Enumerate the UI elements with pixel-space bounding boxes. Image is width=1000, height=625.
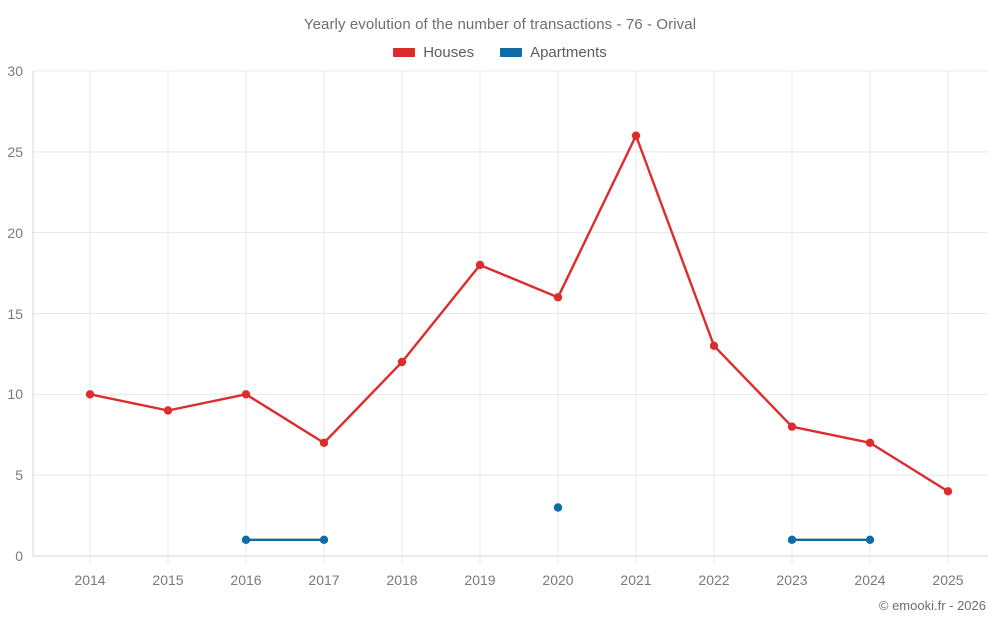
- x-axis-tick-label: 2025: [932, 572, 964, 588]
- legend-label-apartments: Apartments: [530, 44, 607, 61]
- x-axis-tick-label: 2017: [308, 572, 340, 588]
- data-point-apartments-2024[interactable]: [865, 535, 875, 545]
- legend-label-houses: Houses: [423, 44, 475, 61]
- y-axis-tick-label: 25: [7, 143, 23, 160]
- legend-swatch-icon-houses: [393, 48, 416, 57]
- data-point-houses-2025[interactable]: [943, 487, 953, 496]
- x-axis-tick-label: 2021: [620, 572, 652, 588]
- x-axis-tick-label: 2015: [152, 572, 184, 588]
- data-point-houses-2020[interactable]: [553, 293, 563, 302]
- data-point-houses-2024[interactable]: [865, 438, 875, 448]
- x-axis-tick-label: 2018: [386, 572, 418, 588]
- data-point-houses-2019[interactable]: [475, 260, 485, 270]
- y-axis-tick-label: 0: [15, 548, 23, 564]
- data-point-houses-2015[interactable]: [163, 406, 173, 415]
- data-point-houses-2014[interactable]: [85, 390, 95, 399]
- data-point-apartments-2020[interactable]: [553, 503, 563, 512]
- data-point-apartments-2016[interactable]: [241, 535, 251, 545]
- x-axis-tick-label: 2019: [464, 572, 496, 588]
- data-point-houses-2021[interactable]: [631, 131, 641, 140]
- chart-title: Yearly evolution of the number of transa…: [303, 16, 697, 33]
- y-axis-tick-label: 5: [15, 467, 23, 484]
- chart-legend: Houses Apartments: [0, 44, 1000, 61]
- series-line-houses: [88, 134, 950, 493]
- x-axis-tick-label: 2024: [854, 572, 886, 588]
- y-axis-tick-label: 30: [7, 63, 23, 79]
- data-point-apartments-2017[interactable]: [319, 535, 329, 545]
- legend-item-apartments[interactable]: Apartments: [500, 44, 607, 61]
- data-point-apartments-2023[interactable]: [787, 535, 797, 545]
- x-axis-tick-label: 2020: [542, 572, 574, 588]
- y-axis-tick-label: 15: [7, 305, 23, 322]
- y-axis-tick-label: 20: [7, 224, 23, 241]
- x-axis-tick-label: 2014: [74, 572, 106, 588]
- data-point-houses-2023[interactable]: [787, 422, 797, 431]
- x-axis-tick-label: 2022: [698, 572, 730, 588]
- y-axis-tick-label: 10: [7, 386, 23, 403]
- legend-item-houses[interactable]: Houses: [393, 44, 474, 61]
- legend-swatch-icon-apartments: [500, 48, 523, 57]
- footer-credit: © emooki.fr - 2026: [878, 598, 986, 613]
- data-point-houses-2022[interactable]: [709, 341, 719, 351]
- data-point-houses-2018[interactable]: [397, 357, 407, 367]
- data-point-houses-2016[interactable]: [241, 390, 251, 399]
- data-point-houses-2017[interactable]: [319, 438, 329, 448]
- x-axis-tick-label: 2016: [230, 572, 262, 588]
- x-axis-tick-label: 2023: [776, 572, 808, 588]
